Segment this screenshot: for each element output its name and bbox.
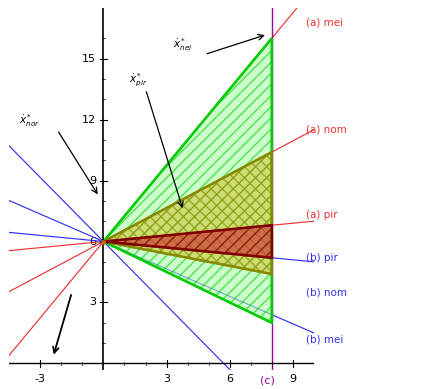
Text: (a) pir: (a) pir bbox=[306, 210, 337, 220]
Text: 12: 12 bbox=[82, 115, 96, 124]
Text: $\dot{x}^*_{pir}$: $\dot{x}^*_{pir}$ bbox=[129, 72, 147, 89]
Text: 6: 6 bbox=[226, 373, 233, 384]
Text: (a) mei: (a) mei bbox=[306, 17, 343, 27]
Polygon shape bbox=[103, 152, 272, 274]
Text: 9: 9 bbox=[290, 373, 296, 384]
Text: -3: -3 bbox=[35, 373, 46, 384]
Text: $\dot{x}^*_{nei}$: $\dot{x}^*_{nei}$ bbox=[173, 37, 192, 53]
Text: (c): (c) bbox=[260, 376, 275, 385]
Text: (b) pir: (b) pir bbox=[306, 253, 337, 263]
Text: 15: 15 bbox=[82, 54, 96, 63]
Text: (b) mei: (b) mei bbox=[306, 334, 343, 344]
Text: $\dot{x}^*_{nor}$: $\dot{x}^*_{nor}$ bbox=[19, 112, 40, 129]
Text: (a) nom: (a) nom bbox=[306, 125, 346, 135]
Polygon shape bbox=[103, 225, 272, 258]
Text: 3: 3 bbox=[163, 373, 170, 384]
Text: (b) nom: (b) nom bbox=[306, 287, 347, 297]
Text: 3: 3 bbox=[89, 298, 96, 307]
Text: 9: 9 bbox=[89, 175, 96, 186]
Polygon shape bbox=[103, 38, 272, 323]
Text: 6: 6 bbox=[89, 237, 96, 247]
